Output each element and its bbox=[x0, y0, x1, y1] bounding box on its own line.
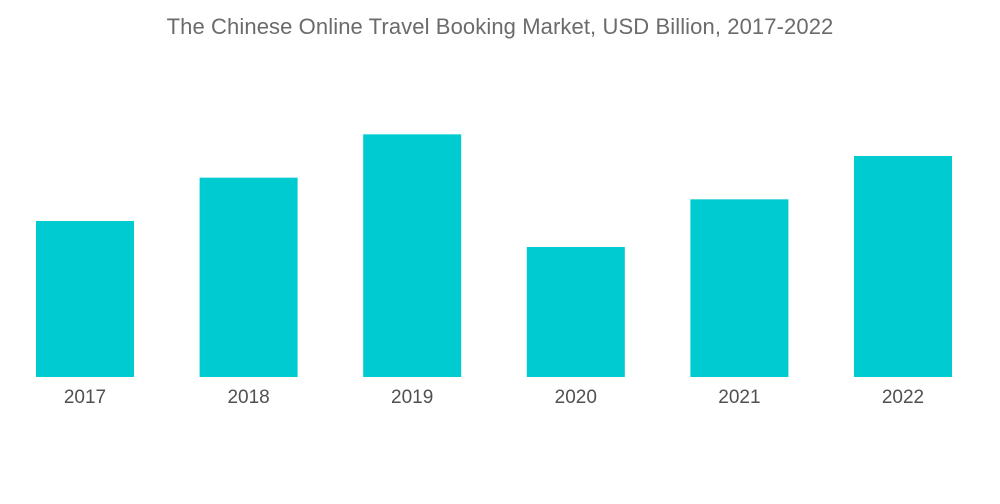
x-tick-label-2018: 2018 bbox=[227, 387, 269, 408]
bar-2022 bbox=[854, 156, 952, 377]
bar-2019 bbox=[363, 134, 462, 377]
x-tick-label-2017: 2017 bbox=[64, 387, 106, 408]
x-tick-label-2022: 2022 bbox=[882, 387, 924, 408]
bar-2020 bbox=[526, 247, 625, 377]
bar-2017 bbox=[36, 221, 134, 377]
x-tick-label-2020: 2020 bbox=[555, 387, 597, 408]
bars-group bbox=[36, 134, 952, 377]
x-tick-label-2021: 2021 bbox=[718, 387, 760, 408]
bar-2021 bbox=[690, 199, 789, 377]
bar-2018 bbox=[199, 177, 298, 377]
x-axis-tick-labels: 2017 2018 2019 2020 2021 2022 bbox=[64, 387, 924, 408]
chart-title: The Chinese Online Travel Booking Market… bbox=[166, 14, 834, 39]
x-tick-label-2019: 2019 bbox=[391, 387, 433, 408]
